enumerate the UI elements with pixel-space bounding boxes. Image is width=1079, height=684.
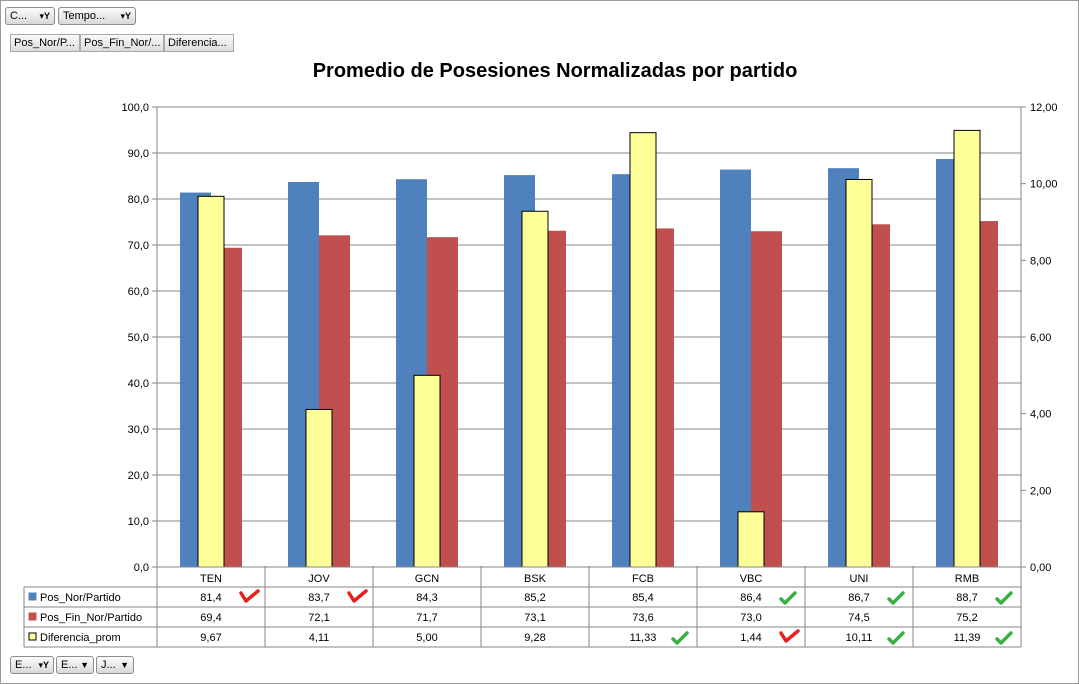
legend-key — [28, 592, 37, 601]
bar-pos-fin-nor — [751, 231, 782, 567]
legend-label: Diferencia_prom — [40, 632, 121, 644]
y2-tick-label: 6,00 — [1030, 332, 1051, 344]
trend-up-icon — [887, 591, 905, 605]
y2-tick-label: 10,00 — [1030, 179, 1058, 191]
legend-key — [28, 612, 37, 621]
filter-label: J... — [101, 659, 116, 671]
data-label: 10,11 — [846, 632, 873, 644]
data-label: 83,7 — [308, 592, 329, 604]
y2-tick-label: 8,00 — [1030, 255, 1051, 267]
y-tick-label: 50,0 — [128, 332, 149, 344]
data-label: 73,6 — [632, 612, 653, 624]
trend-up-icon — [995, 631, 1013, 645]
y2-tick-label: 0,00 — [1030, 562, 1051, 574]
chart-title: Promedio de Posesiones Normalizadas por … — [312, 60, 798, 82]
bar-diferencia — [737, 511, 765, 568]
x-tick-label: FCB — [632, 573, 654, 585]
y2-tick-label: 2,00 — [1030, 485, 1051, 497]
filter-button-c[interactable]: C... ▾Y — [5, 7, 55, 25]
data-label: 5,00 — [416, 632, 437, 644]
y-tick-label: 100,0 — [121, 102, 149, 114]
data-label: 11,33 — [630, 632, 657, 644]
x-tick-label: UNI — [850, 573, 869, 585]
bar-pos-nor — [720, 169, 751, 567]
x-tick-label: TEN — [200, 573, 222, 585]
trend-up-icon — [887, 631, 905, 645]
data-label: 88,7 — [956, 592, 977, 604]
dropdown-icon: ▼ — [80, 659, 89, 670]
value-button-pos-fin-nor[interactable]: Pos_Fin_Nor/... — [80, 34, 164, 52]
x-tick-label: GCN — [415, 573, 440, 585]
value-button-pos-nor[interactable]: Pos_Nor/P... — [10, 34, 80, 52]
y2-tick-label: 12,00 — [1030, 102, 1058, 114]
data-label: 74,5 — [848, 612, 869, 624]
data-label: 85,2 — [524, 592, 545, 604]
trend-down-icon — [347, 589, 368, 603]
trend-up-icon — [779, 591, 797, 605]
legend-label: Pos_Fin_Nor/Partido — [40, 612, 142, 624]
filter-dropdown-icon: ▾Y — [38, 659, 49, 670]
data-label: 84,3 — [416, 592, 437, 604]
filter-button-j[interactable]: J... ▼ — [96, 656, 134, 674]
y-tick-label: 0,0 — [134, 562, 149, 574]
data-label: 71,7 — [416, 612, 437, 624]
data-label: 1,44 — [740, 632, 761, 644]
y-tick-label: 20,0 — [128, 470, 149, 482]
filter-label: Tempo... — [63, 10, 106, 22]
trend-down-icon — [239, 589, 260, 603]
filter-button-e2[interactable]: E... ▼ — [56, 656, 94, 674]
x-tick-label: JOV — [308, 573, 330, 585]
y-tick-label: 60,0 — [128, 286, 149, 298]
bar-diferencia — [413, 374, 441, 568]
y-tick-label: 10,0 — [128, 516, 149, 528]
x-tick-label: BSK — [524, 573, 547, 585]
data-label: 11,39 — [954, 632, 981, 644]
bar-diferencia — [197, 195, 225, 568]
y-tick-label: 30,0 — [128, 424, 149, 436]
data-label: 75,2 — [956, 612, 977, 624]
data-label: 81,4 — [200, 592, 221, 604]
y-tick-label: 90,0 — [128, 148, 149, 160]
filter-label: E... — [61, 659, 78, 671]
value-button-diferencia[interactable]: Diferencia... — [164, 34, 234, 52]
bar-diferencia — [305, 408, 333, 568]
data-label: 9,67 — [200, 632, 221, 644]
data-label: 9,28 — [524, 632, 545, 644]
filter-dropdown-icon: ▾Y — [120, 10, 131, 21]
data-label: 86,7 — [848, 592, 869, 604]
data-label: 73,0 — [740, 612, 761, 624]
bar-diferencia — [953, 129, 981, 568]
y-tick-label: 40,0 — [128, 378, 149, 390]
filter-dropdown-icon: ▾Y — [39, 10, 50, 21]
y2-tick-label: 4,00 — [1030, 409, 1051, 421]
filter-label: C... — [10, 10, 28, 22]
bar-diferencia — [521, 210, 549, 568]
data-label: 4,11 — [309, 632, 330, 644]
legend-key — [28, 632, 37, 641]
filter-button-tempo[interactable]: Tempo... ▾Y — [58, 7, 136, 25]
x-tick-label: RMB — [955, 573, 979, 585]
trend-up-icon — [995, 591, 1013, 605]
filter-label: E... — [15, 659, 32, 671]
y-tick-label: 80,0 — [128, 194, 149, 206]
trend-down-icon — [779, 629, 800, 643]
trend-up-icon — [671, 631, 689, 645]
data-label: 69,4 — [200, 612, 221, 624]
bar-diferencia — [629, 132, 657, 568]
bar-diferencia — [845, 178, 873, 568]
data-label: 73,1 — [524, 612, 545, 624]
data-label: 72,1 — [308, 612, 329, 624]
legend-label: Pos_Nor/Partido — [40, 592, 121, 604]
filter-button-e1[interactable]: E... ▾Y — [10, 656, 54, 674]
x-tick-label: VBC — [740, 573, 763, 585]
y-tick-label: 70,0 — [128, 240, 149, 252]
data-label: 86,4 — [740, 592, 761, 604]
dropdown-icon: ▼ — [120, 659, 129, 670]
data-label: 85,4 — [632, 592, 653, 604]
